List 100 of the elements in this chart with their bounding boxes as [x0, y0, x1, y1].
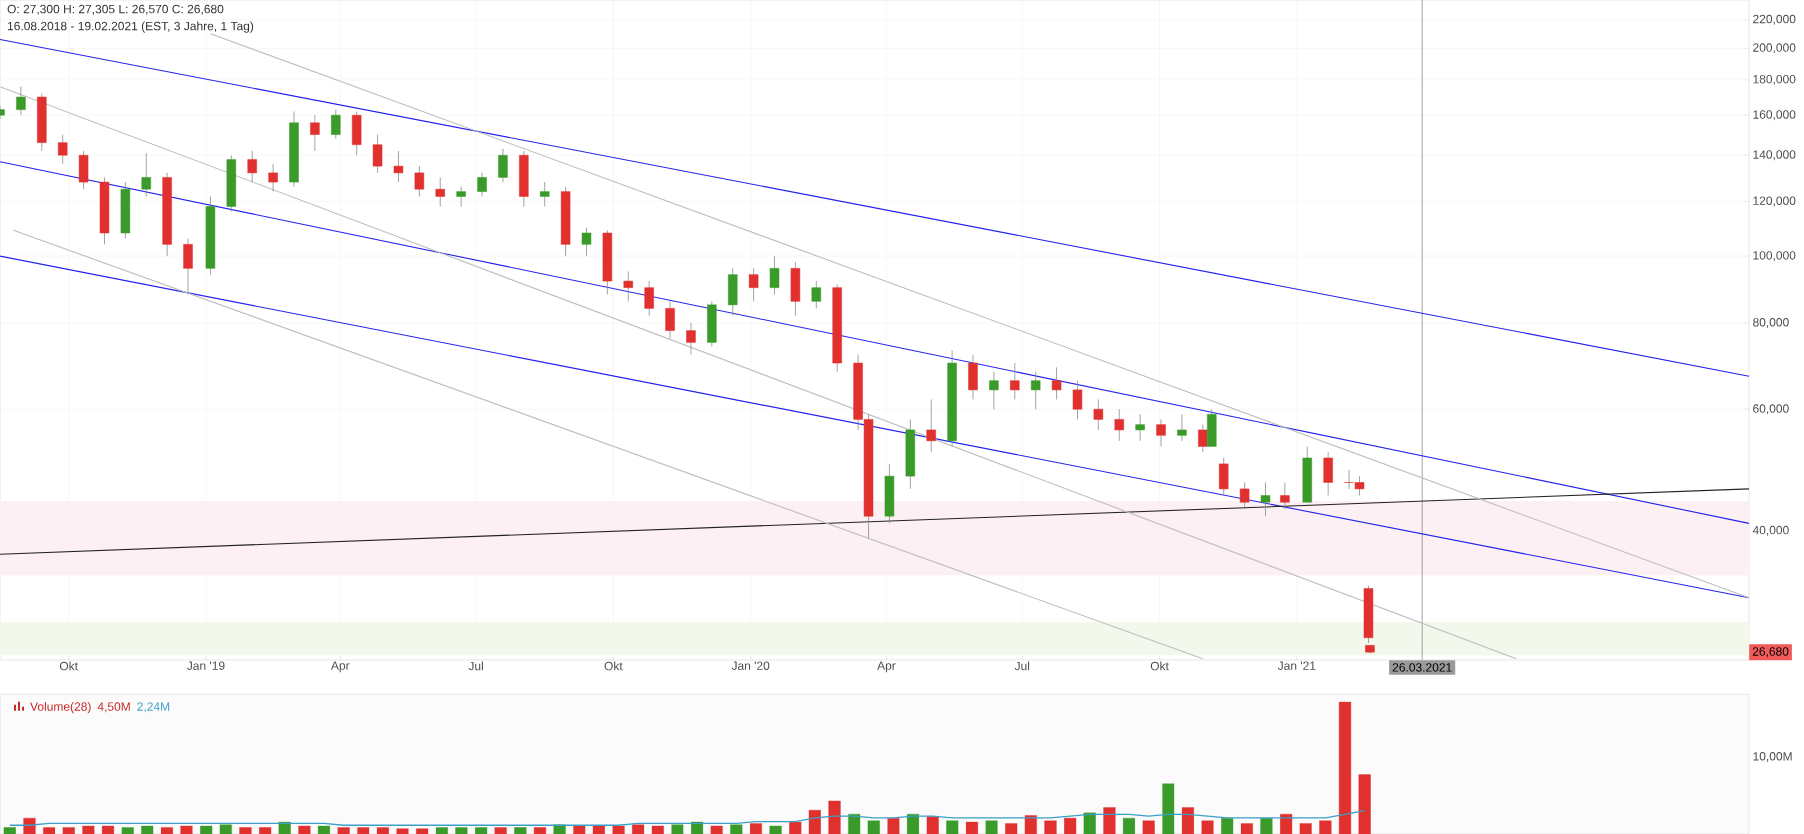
- candlestick: [1260, 482, 1271, 517]
- ref-line-label: 26.03.2021: [1392, 663, 1452, 672]
- candlestick: [1156, 419, 1166, 447]
- x-tick-label: Jan '19: [186, 661, 225, 670]
- x-tick-label: Jan '20: [731, 661, 770, 670]
- annotation: 2,24M: [137, 702, 170, 713]
- candlestick: [1280, 482, 1290, 510]
- candlestick: [686, 322, 696, 356]
- bar: [592, 825, 605, 834]
- bar: [926, 816, 939, 834]
- candlestick: [811, 280, 822, 309]
- candlestick: [748, 267, 759, 302]
- bar: [867, 820, 880, 834]
- y-tick-label: 160,000: [1753, 110, 1796, 121]
- bar: [612, 825, 625, 834]
- x-tick-label: Apr: [877, 661, 896, 673]
- annotation: 4,50M: [97, 702, 130, 713]
- bar: [160, 827, 173, 834]
- bar: [121, 827, 134, 834]
- annotation: 26,680: [1752, 647, 1789, 658]
- candlestick: [1010, 362, 1020, 400]
- candlestick: [456, 186, 466, 207]
- candlestick: [477, 172, 487, 197]
- candlestick: [247, 150, 257, 183]
- bar: [553, 824, 566, 834]
- candlestick: [268, 163, 278, 193]
- bar: [1358, 774, 1371, 834]
- candlestick: [393, 150, 404, 183]
- bar: [1044, 820, 1057, 834]
- x-tick-label: Jul: [468, 661, 483, 671]
- candlestick: [769, 255, 780, 295]
- candlestick: [372, 134, 383, 174]
- bar: [946, 820, 959, 834]
- x-tick-label: Okt: [1150, 661, 1169, 671]
- bar: [376, 827, 389, 834]
- bar: [1083, 812, 1096, 834]
- y-tick-label: 120,000: [1753, 196, 1796, 207]
- y-tick-label: 140,000: [1753, 150, 1796, 161]
- y-tick-label: 100,000: [1753, 251, 1796, 262]
- candlestick: [1030, 371, 1041, 410]
- candlestick: [310, 114, 320, 152]
- candlestick: [1135, 413, 1145, 442]
- bar: [828, 800, 841, 834]
- candlestick: [623, 271, 633, 302]
- bar: [514, 827, 527, 834]
- x-tick-label: Jan '21: [1277, 661, 1316, 670]
- bar: [474, 827, 488, 834]
- y-tick-label: 80,000: [1753, 318, 1789, 328]
- candlestick: [141, 152, 151, 197]
- candlestick: [539, 181, 550, 207]
- y-tick-label: 180,000: [1753, 74, 1796, 85]
- y-tick-label: 60,000: [1753, 404, 1789, 415]
- bar: [730, 824, 743, 834]
- bar: [200, 825, 213, 834]
- annotation: Volume(28): [30, 702, 91, 714]
- x-tick-label: Apr: [330, 661, 350, 673]
- bar: [1142, 820, 1155, 834]
- bar: [101, 825, 115, 834]
- bar: [62, 827, 75, 834]
- bar: [455, 827, 468, 834]
- x-tick-label: Jul: [1014, 661, 1030, 671]
- candlestick: [498, 148, 508, 183]
- bar: [337, 827, 350, 834]
- bar: [1240, 823, 1253, 834]
- candlestick: [926, 399, 936, 453]
- bar: [1005, 823, 1018, 834]
- candlestick: [644, 280, 654, 316]
- candlestick: [1051, 366, 1062, 400]
- bar: [651, 825, 664, 834]
- candlestick: [414, 165, 425, 197]
- candlestick: [1177, 413, 1187, 442]
- candlestick: [16, 86, 26, 116]
- chart-title: O: 27,300 H: 27,305 L: 26,570 C: 26,680: [7, 4, 224, 15]
- candlestick: [1093, 399, 1104, 431]
- bar: [298, 825, 311, 834]
- y-tick-label: 40,000: [1752, 525, 1789, 536]
- text: 16.08.2018 - 19.02.2021 (EST, 3 Jahre, 1 Tag): [7, 21, 254, 33]
- candlestick: [331, 109, 341, 139]
- candlestick: [57, 134, 68, 165]
- candlestick: [435, 177, 445, 207]
- bar: [1103, 807, 1116, 834]
- bar: [3, 827, 16, 834]
- bar: [1181, 807, 1195, 834]
- y-tick-label: 220,000: [1753, 14, 1796, 25]
- bar: [317, 825, 331, 834]
- candlestick: [1198, 424, 1208, 453]
- bar: [1319, 820, 1332, 834]
- bar: [435, 827, 448, 834]
- text: 10,00M: [1753, 752, 1792, 762]
- candlestick: [665, 300, 675, 339]
- bar: [141, 825, 154, 834]
- bar: [180, 825, 193, 834]
- x-tick-label: Okt: [59, 661, 78, 671]
- bar: [239, 827, 252, 834]
- candlestick: [581, 227, 592, 257]
- candlestick: [1239, 482, 1250, 510]
- bar: [416, 828, 429, 834]
- y-tick-label: 200,000: [1753, 43, 1796, 54]
- x-tick-label: Okt: [604, 661, 623, 671]
- candlestick: [1114, 408, 1124, 442]
